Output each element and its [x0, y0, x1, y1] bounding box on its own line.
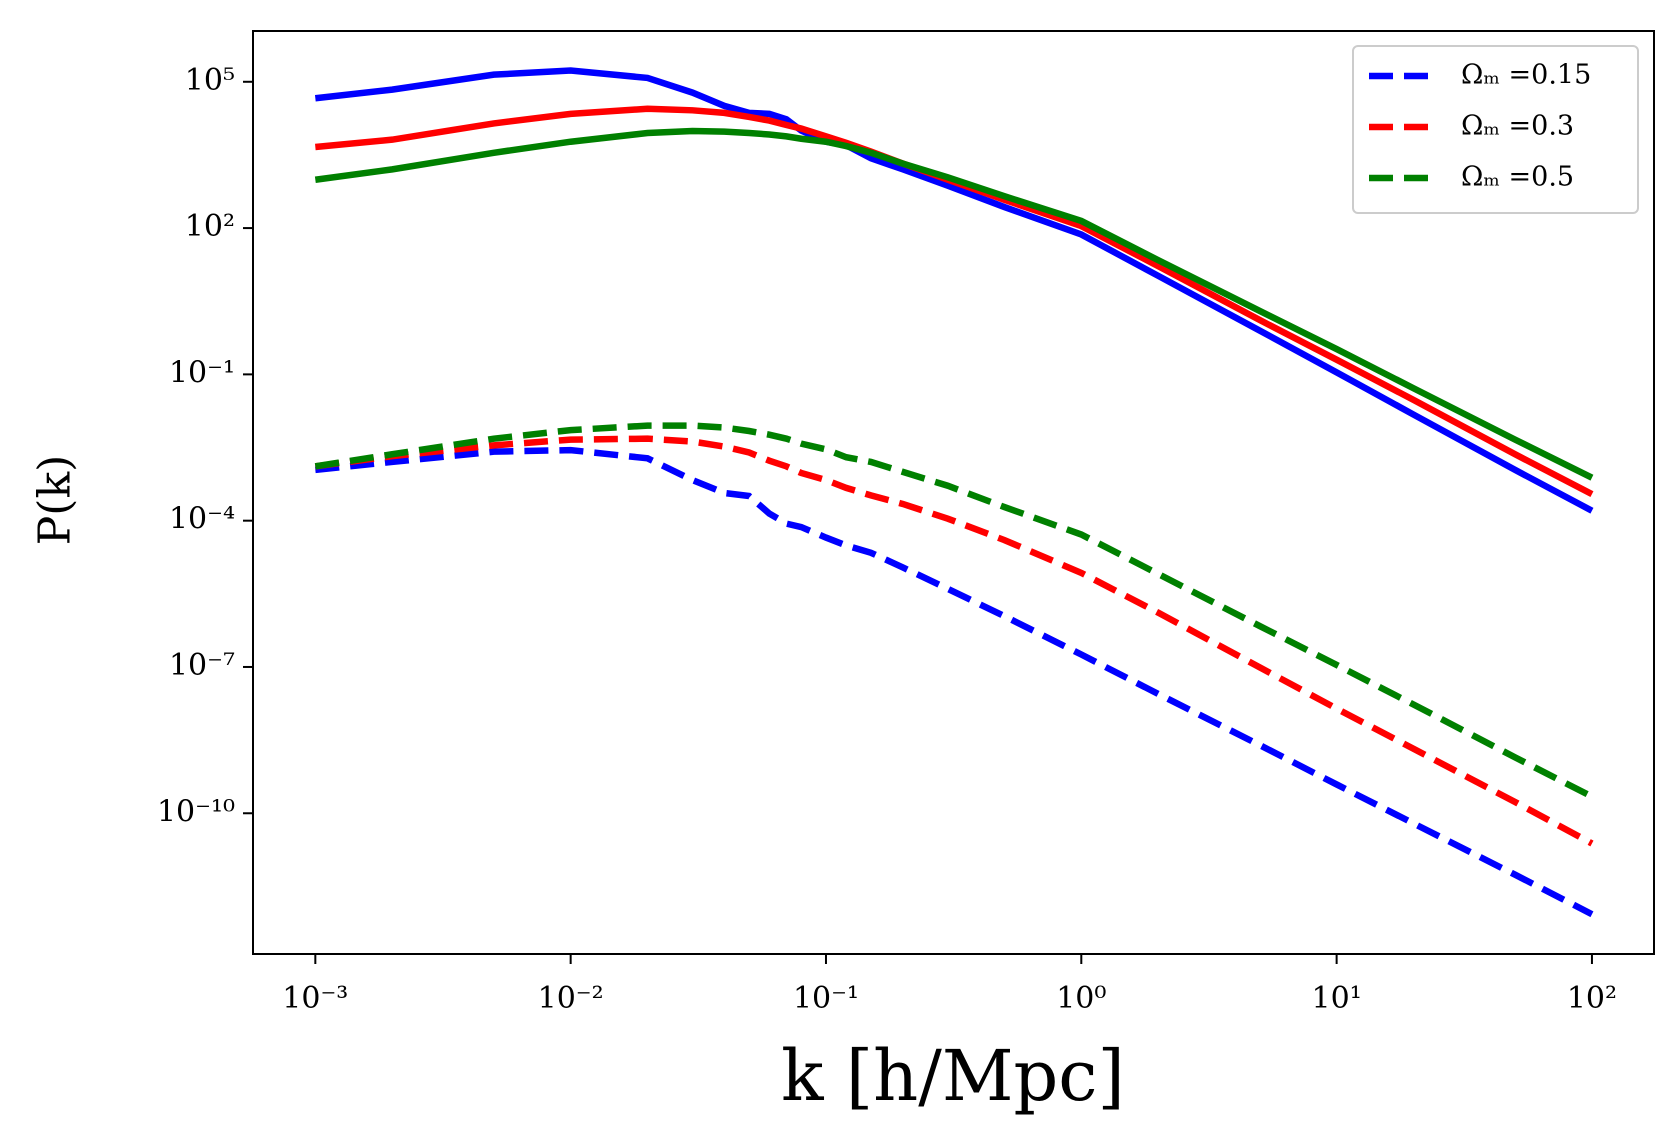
axes-frame — [252, 30, 1655, 955]
x-tick-label: 10² — [1567, 981, 1617, 1016]
y-tick-label: 10² — [185, 209, 235, 244]
legend-label: Ωₘ =0.3 — [1461, 111, 1574, 142]
x-tick-label: 10⁻² — [538, 981, 604, 1016]
data-line — [315, 105, 1594, 498]
y-tick-label: 10⁻⁷ — [169, 648, 235, 683]
x-tick-label: 10¹ — [1312, 981, 1362, 1016]
data-line — [314, 435, 1594, 847]
legend-label: Ωₘ =0.5 — [1461, 162, 1574, 193]
y-tick-label: 10⁻⁴ — [169, 502, 235, 537]
y-tick-label: 10⁻¹ — [169, 355, 235, 390]
x-tick-label: 10⁻¹ — [793, 981, 859, 1016]
data-line — [314, 127, 1594, 481]
x-tick-label: 10⁰ — [1056, 981, 1106, 1016]
x-axis-label: k [h/Mpc] — [781, 1035, 1125, 1117]
x-tick-label: 10⁻³ — [282, 981, 348, 1016]
data-line — [314, 422, 1594, 800]
y-tick-label: 10⁻¹⁰ — [157, 794, 235, 829]
y-tick-label: 10⁵ — [185, 63, 235, 98]
legend-label: Ωₘ =0.15 — [1461, 60, 1591, 91]
data-line — [314, 446, 1594, 918]
legend-box — [1352, 45, 1639, 214]
y-axis-label: P(k) — [30, 455, 81, 546]
